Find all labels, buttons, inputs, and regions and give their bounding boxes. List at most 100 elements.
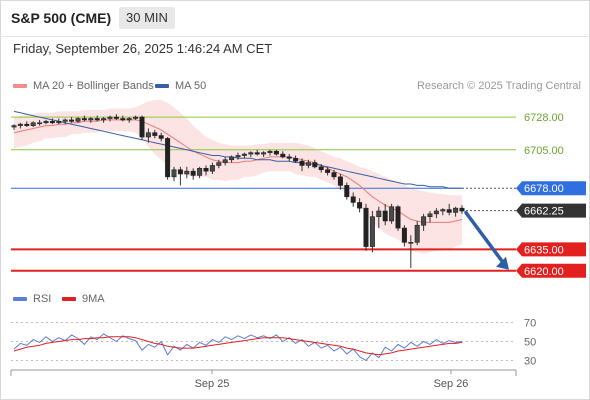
candle-body bbox=[11, 125, 17, 128]
candle bbox=[165, 137, 171, 180]
rsi-tick-label: 30 bbox=[524, 356, 536, 368]
candle bbox=[337, 174, 343, 190]
candle bbox=[81, 115, 87, 122]
candle bbox=[216, 159, 222, 169]
candle bbox=[433, 208, 439, 219]
candle bbox=[414, 220, 420, 246]
price-label-pivot: 6678.00 bbox=[516, 181, 586, 196]
candle bbox=[94, 115, 100, 122]
rsi-tick-label: 50 bbox=[524, 337, 536, 349]
candle-body bbox=[344, 185, 350, 198]
price-label-resistance: 6728.00 bbox=[524, 112, 564, 124]
projection-arrow-shaft bbox=[464, 210, 506, 266]
candle bbox=[350, 192, 356, 207]
candle bbox=[158, 132, 164, 142]
candle-body bbox=[229, 156, 235, 161]
candle bbox=[229, 155, 235, 163]
candle bbox=[120, 115, 126, 122]
legend-9ma-label: 9MA bbox=[82, 293, 105, 305]
candle-body bbox=[17, 123, 23, 126]
candle bbox=[133, 115, 139, 120]
candle-body bbox=[43, 121, 49, 124]
candle-body bbox=[152, 132, 158, 136]
candle-body bbox=[197, 168, 203, 176]
candle bbox=[254, 149, 260, 156]
candle-body bbox=[357, 202, 363, 209]
timeframe-button[interactable]: 30 MIN bbox=[119, 7, 175, 29]
x-axis-tick-label: Sep 25 bbox=[195, 378, 230, 390]
candle bbox=[222, 156, 228, 166]
candle-body bbox=[273, 150, 279, 155]
candle-body bbox=[139, 116, 145, 138]
candle bbox=[312, 159, 318, 169]
candle-body bbox=[254, 152, 260, 155]
candle bbox=[261, 151, 267, 157]
candle bbox=[446, 203, 452, 216]
price-label-text: 6662.25 bbox=[524, 206, 564, 218]
candle-body bbox=[286, 156, 292, 159]
candle-body bbox=[113, 116, 119, 119]
candle-body bbox=[325, 169, 331, 173]
rsi-swatch bbox=[13, 297, 27, 301]
candle bbox=[248, 151, 254, 157]
research-credit: Research © 2025 Trading Central bbox=[416, 80, 581, 92]
candle-body bbox=[312, 162, 318, 168]
candle bbox=[171, 166, 177, 182]
candle-body bbox=[241, 153, 247, 156]
candle bbox=[382, 203, 388, 226]
price-label-text: 6635.00 bbox=[524, 244, 564, 256]
rsi-series-line bbox=[13, 336, 463, 356]
candle-body bbox=[209, 165, 215, 172]
candle-body bbox=[331, 172, 337, 178]
candle bbox=[203, 165, 209, 176]
price-label-text: 6678.00 bbox=[524, 183, 564, 195]
candle bbox=[376, 206, 382, 229]
candle bbox=[325, 166, 331, 176]
candle-body bbox=[267, 150, 273, 153]
candle-body bbox=[184, 170, 190, 175]
legend-9ma: 9MA bbox=[62, 293, 105, 305]
candle bbox=[43, 119, 49, 125]
candle-body bbox=[427, 213, 433, 217]
candle bbox=[37, 119, 43, 126]
candle bbox=[453, 206, 459, 217]
candle-body bbox=[350, 196, 356, 203]
candle-body bbox=[145, 132, 151, 138]
candle-body bbox=[216, 162, 222, 166]
candle bbox=[184, 166, 190, 179]
candle bbox=[145, 128, 151, 143]
candle bbox=[177, 166, 183, 186]
candle bbox=[101, 117, 107, 123]
candle bbox=[293, 155, 299, 163]
candle bbox=[280, 151, 286, 159]
instrument-title: S&P 500 (CME) bbox=[11, 10, 112, 26]
candle bbox=[49, 118, 55, 125]
candle-body bbox=[376, 210, 382, 217]
candle-body bbox=[318, 166, 324, 171]
legend-rsi-label: RSI bbox=[33, 293, 52, 305]
candle bbox=[299, 158, 305, 172]
candle-body bbox=[389, 206, 395, 222]
chart-datetime: Friday, September 26, 2025 1:46:24 AM CE… bbox=[13, 41, 273, 56]
candle-body bbox=[440, 209, 446, 212]
candle bbox=[305, 159, 311, 169]
ma9-swatch bbox=[62, 297, 76, 301]
candle bbox=[62, 118, 68, 125]
rsi-tick-label: 70 bbox=[524, 318, 536, 330]
price-label-text: 6620.00 bbox=[524, 266, 564, 278]
candle bbox=[24, 121, 30, 128]
candle-body bbox=[190, 170, 196, 176]
candle bbox=[11, 124, 17, 130]
candle bbox=[408, 235, 414, 268]
candle bbox=[421, 213, 427, 231]
price-label-support: 6635.00 bbox=[516, 242, 586, 256]
candle bbox=[357, 198, 363, 213]
candle-body bbox=[177, 169, 183, 175]
candle bbox=[113, 114, 119, 120]
candle-body bbox=[408, 242, 414, 244]
candle-body bbox=[280, 153, 286, 158]
bollinger-band bbox=[14, 100, 462, 254]
candle bbox=[344, 182, 350, 200]
candle bbox=[56, 118, 62, 125]
